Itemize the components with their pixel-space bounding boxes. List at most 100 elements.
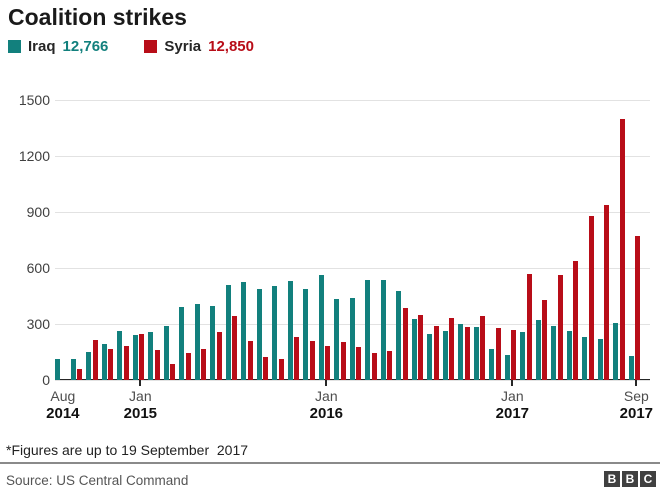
bar-iraq-jun-2016 bbox=[396, 291, 402, 380]
gridline-1500 bbox=[55, 100, 650, 101]
y-tick-label-1500: 1500 bbox=[18, 92, 50, 108]
x-axis-label-sep-2017: Sep 2017 bbox=[604, 388, 660, 423]
bar-iraq-jun-2015 bbox=[210, 306, 216, 380]
bar-syria-nov-2015 bbox=[294, 337, 300, 380]
bar-iraq-jan-2016 bbox=[318, 275, 324, 380]
bar-iraq-oct-2014 bbox=[86, 352, 92, 380]
bar-iraq-mar-2016 bbox=[349, 297, 355, 380]
x-tick-sep-2017 bbox=[635, 380, 638, 386]
y-tick-label-300: 300 bbox=[26, 316, 50, 332]
bar-syria-sep-2016 bbox=[449, 318, 455, 380]
bar-syria-may-2015 bbox=[201, 349, 207, 380]
bar-iraq-apr-2016 bbox=[365, 280, 371, 380]
x-axis-label-month: Jan bbox=[129, 388, 152, 404]
legend-iraq-total: 12,766 bbox=[62, 37, 109, 55]
bar-iraq-sep-2017 bbox=[628, 355, 634, 380]
bbc-logo-block-3: C bbox=[640, 471, 656, 487]
bar-iraq-aug-2015 bbox=[241, 282, 247, 380]
bbc-logo-block-1: B bbox=[604, 471, 620, 487]
bar-syria-apr-2017 bbox=[557, 275, 563, 380]
bar-syria-feb-2017 bbox=[526, 273, 532, 380]
legend-syria-label: Syria bbox=[164, 37, 202, 55]
bar-iraq-aug-2017 bbox=[613, 323, 619, 380]
bar-iraq-jul-2015 bbox=[225, 284, 231, 380]
bar-syria-jun-2016 bbox=[402, 308, 408, 380]
bar-syria-jun-2015 bbox=[216, 332, 222, 380]
x-axis-label-month: Aug bbox=[50, 388, 76, 404]
bar-syria-mar-2017 bbox=[542, 299, 548, 380]
chart-legend: Iraq 12,766 Syria 12,850 bbox=[8, 37, 254, 55]
bar-syria-apr-2015 bbox=[185, 352, 191, 380]
legend-syria-total: 12,850 bbox=[208, 37, 254, 55]
bar-iraq-feb-2017 bbox=[520, 332, 526, 380]
bar-syria-nov-2016 bbox=[480, 315, 486, 380]
bar-syria-sep-2017 bbox=[635, 236, 641, 380]
bar-iraq-apr-2017 bbox=[551, 325, 557, 380]
bar-iraq-feb-2016 bbox=[334, 298, 340, 380]
legend-swatch-iraq-icon bbox=[8, 39, 21, 53]
bar-syria-jan-2017 bbox=[511, 329, 517, 380]
bar-iraq-jun-2017 bbox=[582, 337, 588, 380]
bar-iraq-jan-2015 bbox=[132, 335, 138, 380]
x-axis-label-year: 2017 bbox=[495, 405, 530, 422]
bar-syria-oct-2015 bbox=[278, 359, 284, 380]
bar-iraq-apr-2015 bbox=[179, 307, 185, 380]
bar-iraq-dec-2015 bbox=[303, 288, 309, 380]
bar-iraq-aug-2016 bbox=[427, 334, 433, 380]
bar-iraq-mar-2017 bbox=[535, 320, 541, 380]
bar-iraq-nov-2015 bbox=[287, 281, 293, 380]
bar-iraq-mar-2015 bbox=[163, 325, 169, 380]
bar-syria-feb-2016 bbox=[340, 341, 346, 380]
bar-iraq-oct-2016 bbox=[458, 324, 464, 380]
legend-iraq-label: Iraq bbox=[28, 37, 56, 55]
bar-syria-aug-2016 bbox=[433, 325, 439, 380]
gridline-900 bbox=[55, 212, 650, 213]
x-axis-label-year: 2015 bbox=[123, 405, 158, 422]
bar-iraq-jul-2016 bbox=[411, 319, 417, 380]
x-axis-label-year: 2017 bbox=[619, 405, 654, 422]
bar-iraq-nov-2016 bbox=[473, 326, 479, 380]
x-axis-label-month: Jan bbox=[315, 388, 338, 404]
x-axis-label-jan-2017: Jan 2017 bbox=[480, 388, 544, 423]
bar-syria-apr-2016 bbox=[371, 352, 377, 380]
x-tick-jan-2016 bbox=[325, 380, 328, 386]
x-axis-label-jan-2016: Jan 2016 bbox=[294, 388, 358, 423]
bar-iraq-jul-2017 bbox=[597, 338, 603, 380]
bar-iraq-sep-2014 bbox=[70, 359, 76, 380]
bar-syria-mar-2016 bbox=[356, 347, 362, 380]
y-tick-label-0: 0 bbox=[42, 372, 50, 388]
bar-syria-may-2017 bbox=[573, 260, 579, 380]
bar-syria-aug-2017 bbox=[619, 118, 625, 380]
bar-syria-aug-2015 bbox=[247, 340, 253, 380]
bar-iraq-aug-2014 bbox=[55, 359, 61, 380]
bar-syria-jan-2016 bbox=[325, 346, 331, 380]
plot-area bbox=[55, 100, 650, 381]
bar-iraq-jan-2017 bbox=[504, 354, 510, 380]
gridline-1200 bbox=[55, 156, 650, 157]
x-axis-label-year: 2014 bbox=[46, 405, 80, 422]
gridline-0 bbox=[55, 380, 650, 381]
bar-syria-oct-2016 bbox=[464, 326, 470, 380]
bar-iraq-nov-2014 bbox=[101, 343, 107, 380]
legend-swatch-syria-icon bbox=[144, 39, 158, 53]
y-tick-label-600: 600 bbox=[26, 260, 50, 276]
bar-syria-jul-2015 bbox=[232, 315, 238, 380]
bar-syria-feb-2015 bbox=[154, 350, 160, 380]
bar-syria-jul-2017 bbox=[604, 204, 610, 380]
bar-syria-jul-2016 bbox=[418, 314, 424, 380]
y-tick-label-1200: 1200 bbox=[18, 148, 50, 164]
footnote: *Figures are up to 19 September 2017 bbox=[6, 442, 249, 458]
bar-syria-sep-2015 bbox=[263, 356, 269, 380]
source-text: Source: US Central Command bbox=[6, 473, 189, 488]
bar-syria-dec-2015 bbox=[309, 340, 315, 380]
bar-iraq-feb-2015 bbox=[148, 332, 154, 380]
x-axis-label-aug-2014: Aug 2014 bbox=[31, 388, 95, 423]
bar-syria-oct-2014 bbox=[92, 339, 98, 380]
y-tick-label-900: 900 bbox=[26, 204, 50, 220]
bar-iraq-sep-2016 bbox=[442, 331, 448, 380]
bar-iraq-dec-2016 bbox=[489, 349, 495, 380]
bar-iraq-may-2015 bbox=[194, 304, 200, 380]
bar-iraq-oct-2015 bbox=[272, 285, 278, 380]
x-tick-jan-2017 bbox=[511, 380, 514, 386]
